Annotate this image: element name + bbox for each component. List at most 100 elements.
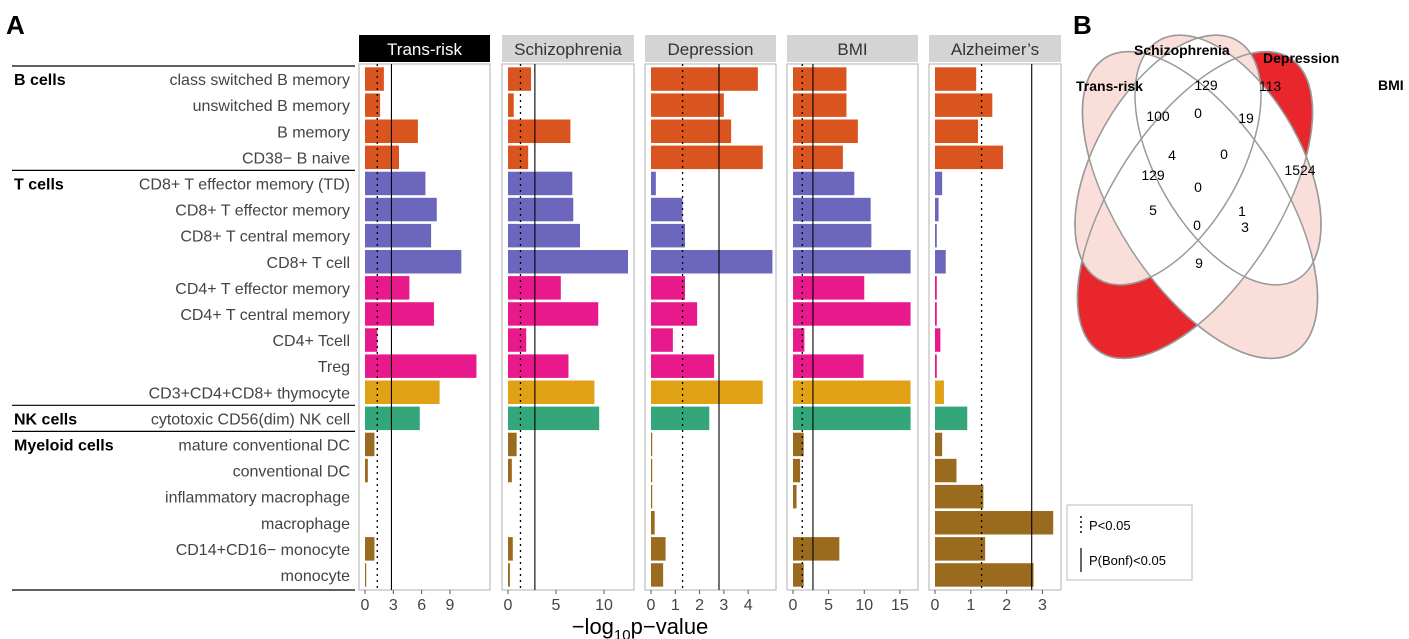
bar-depression-cd3-cd4-cd8-thymocyte: [651, 380, 763, 404]
bar-alzheimer-s-cd4-t-effector-memory: [935, 276, 937, 300]
x-tick-label-trans-risk-0: 0: [361, 597, 370, 614]
bar-bmi-cd8-t-central-memory: [793, 223, 872, 248]
bar-schizophrenia-conventional-dc: [508, 458, 512, 483]
venn-label-trans-risk: Trans-risk: [1076, 78, 1143, 94]
x-tick-label-alzheimer-s-1: 1: [966, 597, 975, 614]
venn-count-schizophrenia-depression: 0: [1194, 105, 1202, 121]
bar-depression-class-switched-b-memory: [651, 67, 758, 91]
venn-outline-schizophrenia: [1134, 34, 1322, 286]
bar-alzheimer-s-class-switched-b-memory: [935, 67, 977, 91]
bar-schizophrenia-class-switched-b-memory: [508, 67, 532, 91]
bar-depression-treg: [651, 354, 715, 378]
bar-bmi-cd3-cd4-cd8-thymocyte: [793, 380, 911, 404]
facet-trans-risk: Trans-risk 0 3 6 9: [358, 35, 491, 614]
x-axis-title-post: p−value: [631, 614, 709, 639]
x-axis-title: −log10p−value: [572, 614, 709, 639]
facet-depression: Depression 0 1 2 3 4: [644, 35, 777, 614]
bar-depression-cd4-t-central-memory: [651, 302, 698, 326]
bar-bmi-unswitched-b-memory: [793, 93, 847, 117]
facet-schizophrenia: Schizophrenia 0 5 10: [501, 35, 635, 614]
bar-trans-risk-class-switched-b-memory: [365, 67, 384, 91]
bar-depression-cd4-tcell: [651, 328, 673, 352]
bar-bmi-cd4-t-effector-memory: [793, 276, 865, 300]
group-label-t-cells: T cells: [14, 176, 64, 193]
bar-bmi-cd4-tcell: [793, 328, 805, 352]
x-tick-label-bmi-0: 0: [789, 597, 798, 614]
bar-alzheimer-s-cd4-tcell: [935, 328, 941, 352]
bar-depression-cd38-b-naive: [651, 145, 763, 170]
venn-outline-depression: [1074, 34, 1262, 286]
x-tick-label-depression-4: 4: [744, 597, 753, 614]
bar-schizophrenia-cd3-cd4-cd8-thymocyte: [508, 380, 595, 404]
venn-count-bmi: 1524: [1284, 162, 1315, 178]
x-tick-label-schizophrenia-0: 0: [504, 597, 513, 614]
legend-box: [1066, 504, 1193, 581]
bar-schizophrenia-cd38-b-naive: [508, 145, 529, 170]
x-tick-label-alzheimer-s-0: 0: [931, 597, 940, 614]
x-tick-label-bmi-5: 5: [824, 597, 833, 614]
row-label-cd8-t-effector-memory: CD8+ T effector memory: [175, 203, 350, 220]
bar-depression-cd8-t-cell: [651, 250, 773, 274]
bar-schizophrenia-cd8-t-effector-memory: [508, 197, 574, 222]
bar-schizophrenia-cytotoxic-cd56-dim-nk-cell: [508, 406, 600, 431]
venn-count-trans-risk-depression: 5: [1149, 202, 1157, 218]
bar-depression-monocyte: [651, 563, 664, 587]
row-label-cytotoxic-cd56-dim-nk-cell: cytotoxic CD56(dim) NK cell: [151, 411, 350, 428]
row-labels: class switched B memory unswitched B memo…: [139, 72, 350, 585]
x-tick-label-depression-3: 3: [719, 597, 728, 614]
bar-schizophrenia-monocyte: [508, 563, 510, 587]
bar-trans-risk-cd8-t-effector-memory-td: [365, 171, 426, 196]
bar-trans-risk-cd4-t-effector-memory: [365, 276, 410, 300]
bar-depression-cd8-t-effector-memory-td: [651, 171, 656, 196]
group-label-nk-cells: NK cells: [14, 411, 77, 428]
bar-depression-conventional-dc: [651, 458, 653, 483]
facet-strip-depression: [645, 35, 776, 62]
x-tick-label-alzheimer-s-2: 2: [1002, 597, 1011, 614]
row-label-cd3-cd4-cd8-thymocyte: CD3+CD4+CD8+ thymocyte: [149, 385, 351, 402]
row-label-cd4-tcell: CD4+ Tcell: [272, 333, 350, 350]
x-tick-label-schizophrenia-10: 10: [595, 597, 613, 614]
bar-schizophrenia-treg: [508, 354, 569, 378]
venn-count-trans-risk-depression-bmi: 0: [1193, 217, 1201, 233]
bar-depression-b-memory: [651, 119, 732, 143]
bar-alzheimer-s-monocyte: [935, 563, 1034, 587]
x-tick-label-schizophrenia-5: 5: [552, 597, 561, 614]
x-axis-title-pre: −log: [572, 614, 614, 639]
venn-count-schizophrenia-depression-bmi: 0: [1220, 146, 1228, 162]
bar-alzheimer-s-cd3-cd4-cd8-thymocyte: [935, 380, 944, 404]
bar-bmi-class-switched-b-memory: [793, 67, 847, 91]
bar-trans-risk-treg: [365, 354, 477, 378]
bar-bmi-b-memory: [793, 119, 858, 143]
row-label-cd8-t-effector-memory-td: CD8+ T effector memory (TD): [139, 176, 350, 193]
bar-trans-risk-mature-conventional-dc: [365, 432, 375, 457]
facet-strip-trans-risk: [359, 35, 490, 62]
venn-diagram: Trans-risk Schizophrenia Depression BMI …: [1074, 34, 1404, 360]
panel-label-b: B: [1073, 10, 1092, 40]
bar-depression-mature-conventional-dc: [651, 432, 653, 457]
venn-count-trans-risk-bmi: 9: [1195, 255, 1203, 271]
bar-schizophrenia-cd8-t-effector-memory-td: [508, 171, 573, 196]
x-tick-label-bmi-15: 15: [891, 597, 909, 614]
bar-depression-macrophage: [651, 511, 655, 535]
row-label-mature-conventional-dc: mature conventional DC: [178, 437, 350, 454]
venn-count-trans-risk-schizophrenia-bmi: 3: [1241, 219, 1249, 235]
bar-depression-cytotoxic-cd56-dim-nk-cell: [651, 406, 710, 431]
row-label-conventional-dc: conventional DC: [233, 464, 350, 481]
bar-trans-risk-cd8-t-cell: [365, 250, 462, 274]
row-label-cd4-t-central-memory: CD4+ T central memory: [180, 307, 350, 324]
bar-alzheimer-s-treg: [935, 354, 937, 378]
legend: P<0.05 P(Bonf)<0.05: [1066, 504, 1193, 581]
bar-bmi-monocyte: [793, 563, 804, 587]
bar-alzheimer-s-cd8-t-central-memory: [935, 223, 937, 248]
bar-trans-risk-cd38-b-naive: [365, 145, 399, 170]
bar-schizophrenia-unswitched-b-memory: [508, 93, 514, 117]
bar-alzheimer-s-cytotoxic-cd56-dim-nk-cell: [935, 406, 968, 431]
bar-schizophrenia-mature-conventional-dc: [508, 432, 517, 457]
venn-count-trans-risk-schizophrenia-depression-bmi: 0: [1194, 179, 1202, 195]
bar-trans-risk-conventional-dc: [365, 458, 368, 483]
bar-trans-risk-cd3-cd4-cd8-thymocyte: [365, 380, 440, 404]
bar-alzheimer-s-cd4-t-central-memory: [935, 302, 937, 326]
venn-label-bmi: BMI: [1378, 77, 1404, 93]
venn-label-depression: Depression: [1263, 50, 1339, 66]
